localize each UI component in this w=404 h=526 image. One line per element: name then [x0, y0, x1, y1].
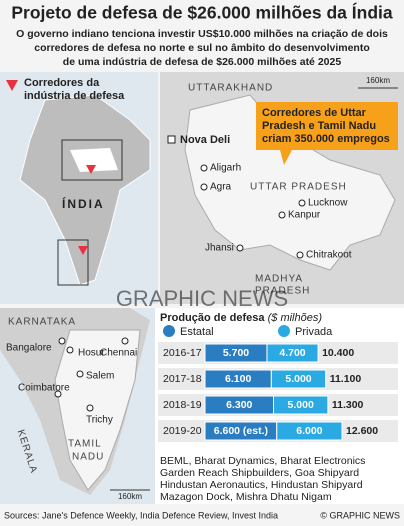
callout-pointer [280, 150, 292, 165]
subtitle: de uma indústria de defesa de $26.000 mi… [63, 56, 342, 68]
city-dot [200, 183, 208, 191]
subtitle: O governo indiano tenciona investir US$1… [16, 28, 388, 40]
region-label: TAMIL [68, 439, 102, 450]
legend-label: Estatal [180, 326, 214, 338]
city-dot [66, 346, 74, 354]
city-label: Hosur [78, 348, 105, 359]
legend-label: Privada [295, 326, 333, 338]
value-label: 5.000 [288, 399, 314, 411]
callout-text: Pradesh e Tamil Nadu [262, 120, 376, 132]
city-dot [236, 244, 244, 252]
legend-marker [6, 80, 18, 91]
bar-segment [273, 395, 329, 415]
chart-title: Produção de defesa ($ milhões) [160, 312, 322, 324]
callout-box [256, 102, 398, 150]
region-label: KARNATAKA [8, 317, 76, 328]
total-label: 12.600 [346, 425, 378, 437]
companies: Hindustan Aeronautics, Hindustan Shipyar… [160, 479, 363, 491]
total-label: 11.100 [330, 373, 362, 385]
city-label: Chitrakoot [306, 250, 352, 261]
city-label: Lucknow [308, 198, 348, 209]
legend-text: indústria de defesa [24, 90, 125, 102]
city-dot [58, 337, 66, 345]
city-label: Salem [86, 371, 114, 382]
city-label: Coimbatore [18, 383, 70, 394]
city-dot [296, 251, 304, 259]
value-label: 6.600 (est.) [214, 425, 268, 437]
scale-label: 160km [366, 76, 390, 85]
city-label: Kanpur [288, 210, 321, 221]
tn-map: KARNATAKA Chennai Bangalore Hosur Salem … [0, 308, 155, 504]
legend-swatch [163, 325, 175, 337]
corridor-marker [86, 165, 96, 174]
inset-frame [61, 139, 123, 181]
bar-segment [266, 343, 319, 363]
city-label: Agra [210, 182, 232, 193]
companies: Garden Reach Shipbuilders, Goa Shipyard [160, 467, 359, 479]
city-label: Chennai [100, 348, 137, 359]
sources: Sources: Jane's Defence Weekly, India De… [4, 510, 278, 520]
companies: BEML, Bharat Dynamics, Bharat Electronic… [160, 455, 365, 467]
category-label: 2019-20 [163, 425, 202, 437]
india-map: Corredores da indústria de defesa ÍNDIA [0, 72, 158, 304]
city-dot [298, 199, 306, 207]
bar-segment [276, 421, 343, 441]
city-dot [121, 337, 129, 345]
city-label: Trichy [86, 415, 113, 426]
region-label: PRADESH [255, 286, 310, 297]
legend-text: Corredores da [24, 77, 100, 89]
value-label: 6.300 [226, 399, 252, 411]
up-map: 160km UTTARAKHAND Nova Deli Aligarh Agra… [160, 72, 404, 304]
city-dot [76, 370, 84, 378]
companies: Mazagon Dock, Mishra Dhatu Nigam [160, 491, 332, 503]
city-label: Bangalore [6, 343, 52, 354]
city-label: Jhansi [205, 243, 234, 254]
city-dot [167, 135, 176, 144]
credit: © GRAPHIC NEWS [320, 510, 400, 520]
tn-shape [54, 329, 141, 491]
up-shape [70, 148, 118, 172]
india-shape [19, 94, 151, 286]
india-label: ÍNDIA [62, 196, 105, 211]
city-dot [200, 164, 208, 172]
region-label: UTTAR PRADESH [250, 182, 347, 193]
city-label: Nova Deli [180, 134, 230, 146]
corridor-marker [78, 246, 88, 255]
category-label: 2016-17 [163, 347, 202, 359]
category-label: 2018-19 [163, 399, 202, 411]
legend-swatch [278, 325, 290, 337]
bar-segment [270, 369, 327, 389]
city-label: Aligarh [210, 163, 241, 174]
region-label: MADHYA [255, 274, 303, 285]
region-label: NADU [72, 452, 104, 463]
callout-text: Corredores de Uttar [262, 107, 367, 119]
inset-frame [57, 239, 89, 286]
chart: Estatal Privada 2016-17 5.700 4.700 10.400 201… [158, 325, 398, 442]
total-label: 10.400 [322, 347, 354, 359]
title: Projeto de defesa de $26.000 milhões da … [11, 2, 393, 23]
value-label: 5.700 [223, 347, 249, 359]
value-label: 4.700 [279, 347, 305, 359]
city-dot [86, 404, 94, 412]
subtitle: corredores de defesa no norte e sul no â… [34, 42, 370, 54]
total-label: 11.300 [332, 399, 364, 411]
scale-label: 160km [118, 492, 142, 501]
city-dot [278, 211, 286, 219]
value-label: 5.000 [285, 373, 311, 385]
city-dot [54, 390, 62, 398]
category-label: 2017-18 [163, 373, 202, 385]
region-label: UTTARAKHAND [188, 83, 273, 94]
value-label: 6.000 [296, 425, 322, 437]
callout-text: criam 350.000 empregos [262, 133, 390, 145]
watermark: GRAPHIC NEWS [116, 286, 288, 311]
value-label: 6.100 [225, 373, 251, 385]
